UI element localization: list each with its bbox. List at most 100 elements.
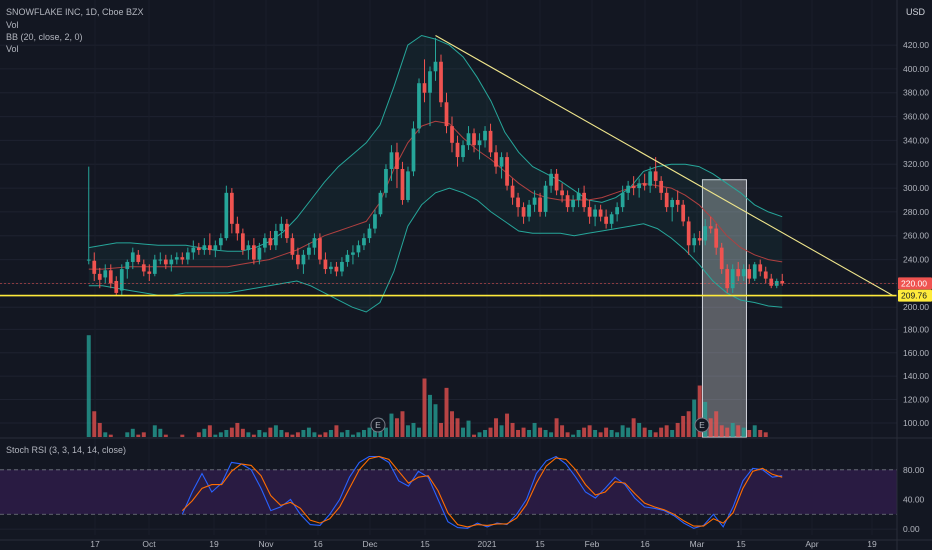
volume-bar [284, 432, 289, 437]
candle-body [334, 266, 339, 272]
candle-body [554, 173, 559, 191]
candle-body [251, 245, 256, 260]
volume-bar [130, 428, 135, 437]
price-tick-label: 280.00 [903, 207, 929, 217]
stoch-rsi-lines [181, 455, 783, 529]
candle-body [136, 254, 141, 262]
volume-bar [466, 420, 471, 437]
candle-body [240, 233, 245, 251]
candle-body [697, 238, 702, 241]
volume-bar [752, 425, 757, 437]
volume-bar [527, 429, 532, 437]
candle-body [191, 247, 196, 253]
volume-bar [593, 429, 598, 437]
time-tick-label: Apr [805, 539, 818, 549]
candle-body [323, 259, 328, 270]
volume-bar [295, 432, 300, 437]
volume-bar [642, 427, 647, 437]
volume-bar [604, 427, 609, 437]
candlesticks [86, 37, 785, 296]
volume-bar [180, 434, 185, 437]
candle-body [763, 271, 768, 279]
earnings-marker [694, 417, 710, 433]
candle-body [593, 209, 597, 217]
candle-body [356, 245, 361, 253]
candle-body [565, 195, 570, 208]
candle-body [345, 254, 350, 262]
candle-body [279, 223, 284, 231]
time-tick-label: 16 [640, 539, 650, 549]
volume-bar [675, 422, 680, 437]
candle-body [229, 192, 234, 224]
time-axis[interactable]: 17 Oct 19 Nov 16 Dec 15 2021 15 Feb 16 Mar 15 Apr 19 [90, 539, 877, 549]
bb-lower-line [88, 187, 783, 313]
candle-body [158, 259, 163, 261]
candle-body [472, 133, 476, 146]
stoch-rsi-line-d [181, 455, 783, 528]
volume-bar [659, 427, 664, 437]
candle-body [378, 192, 383, 215]
legend-volume-2[interactable]: Vol [6, 44, 19, 54]
candle-body [505, 157, 509, 186]
rsi-tick-label: 0.00 [903, 524, 920, 534]
volume-bar [158, 428, 163, 437]
volume-bar [664, 425, 669, 437]
volume-bar [417, 427, 421, 437]
volume-bar [383, 427, 388, 437]
candle-body [301, 254, 306, 265]
legend-volume[interactable]: Vol [6, 20, 19, 30]
bb-fill [88, 35, 783, 312]
drawn-lines [0, 35, 897, 297]
bb-basis-line [88, 120, 783, 270]
volume-bar [516, 429, 521, 437]
time-tick-label: Feb [585, 539, 600, 549]
candle-body [587, 207, 592, 217]
candle-body [527, 204, 531, 217]
volume-bar [125, 432, 130, 437]
volume-bar [576, 429, 581, 437]
candle-body [648, 171, 653, 186]
volume-tick-label: 180.00 [903, 324, 929, 334]
candle-body [152, 259, 157, 274]
time-tick-label: 19 [867, 539, 877, 549]
candle-body [549, 173, 553, 186]
volume-bar [565, 432, 570, 437]
candle-body [202, 245, 207, 251]
candle-body [257, 247, 262, 260]
volume-bar [207, 425, 212, 437]
price-labels: 220.00 209.76 [898, 277, 932, 302]
price-tick-label: 240.00 [903, 255, 929, 265]
volume-bar [312, 432, 317, 437]
candle-body [86, 259, 91, 261]
volume-bar [681, 415, 686, 437]
volume-bar [152, 425, 157, 437]
volume-bar [472, 434, 477, 437]
volume-bar [361, 429, 366, 437]
volume-bar [306, 427, 311, 437]
volume-bar [670, 429, 675, 437]
candle-body [620, 192, 625, 208]
symbol-title: SNOWFLAKE INC, 1D, Cboe BZX [6, 7, 144, 17]
volume-bar [494, 418, 499, 437]
volume-bar [697, 385, 702, 437]
candle-body [207, 245, 212, 251]
volume-bar [290, 434, 295, 437]
volume-bar [543, 429, 548, 437]
candle-body [218, 238, 223, 246]
stoch-rsi-title[interactable]: Stoch RSI (3, 3, 14, 14, close) [6, 445, 127, 455]
candle-body [642, 183, 647, 186]
candle-body [246, 245, 251, 251]
volume-bar [582, 427, 587, 437]
candle-body [224, 192, 229, 239]
candle-body [180, 257, 185, 260]
volume-bar [483, 429, 488, 437]
volume-bar [334, 425, 339, 437]
candle-body [406, 171, 410, 200]
legend-bollinger[interactable]: BB (20, close, 2, 0) [6, 32, 83, 42]
candle-body [741, 269, 746, 277]
candle-body [384, 169, 388, 193]
candle-body [719, 247, 724, 270]
candle-body [510, 185, 515, 198]
candle-body [538, 197, 542, 212]
